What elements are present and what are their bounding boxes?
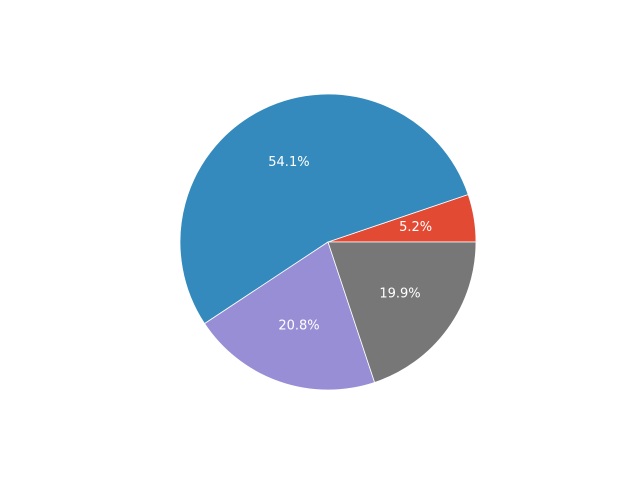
pie-slice	[179, 93, 469, 325]
slice-label: 5.2%	[399, 220, 432, 235]
slice-label: 19.9%	[379, 286, 420, 301]
slice-label: 20.8%	[278, 318, 319, 333]
pie-slice	[327, 241, 477, 383]
pie-slice	[204, 241, 376, 391]
slice-label: 54.1%	[268, 155, 309, 170]
